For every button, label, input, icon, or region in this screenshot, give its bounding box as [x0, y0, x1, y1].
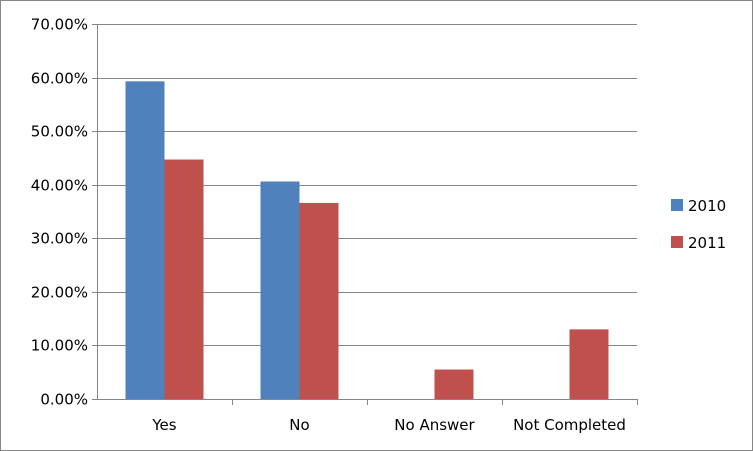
y-tick-label: 40.00% [31, 177, 88, 195]
legend-label-2010: 2010 [688, 197, 726, 215]
y-tick-labels: 0.00% 10.00% 20.00% 30.00% 40.00% 50.00% 60.00… [31, 16, 88, 409]
y-tick-label: 70.00% [31, 16, 88, 34]
bars [125, 81, 609, 400]
y-tick-label: 20.00% [31, 284, 88, 302]
legend-label-2011: 2011 [688, 234, 726, 252]
legend-swatch-2011 [671, 236, 683, 248]
bar-2011-no-answer [434, 369, 474, 399]
bar-2011-yes [164, 159, 204, 399]
x-tick-label: No Answer [394, 416, 475, 434]
y-tick-label: 10.00% [31, 337, 88, 355]
y-tick-label: 30.00% [31, 230, 88, 248]
legend: 2010 2011 [671, 197, 726, 252]
y-tick-label: 0.00% [40, 391, 88, 409]
bar-2010-no [260, 181, 300, 399]
bar-2010-yes [125, 81, 165, 400]
x-tick-label: Yes [151, 416, 176, 434]
x-tick-label: No [289, 416, 309, 434]
bar-2011-not-completed [569, 329, 609, 399]
y-tick-label: 50.00% [31, 123, 88, 141]
x-tick-labels: Yes No No Answer Not Completed [151, 416, 626, 434]
bar-2011-no [299, 202, 339, 399]
legend-swatch-2010 [671, 199, 683, 211]
axes [92, 24, 638, 405]
y-tick-label: 60.00% [31, 70, 88, 88]
x-tick-label: Not Completed [513, 416, 626, 434]
